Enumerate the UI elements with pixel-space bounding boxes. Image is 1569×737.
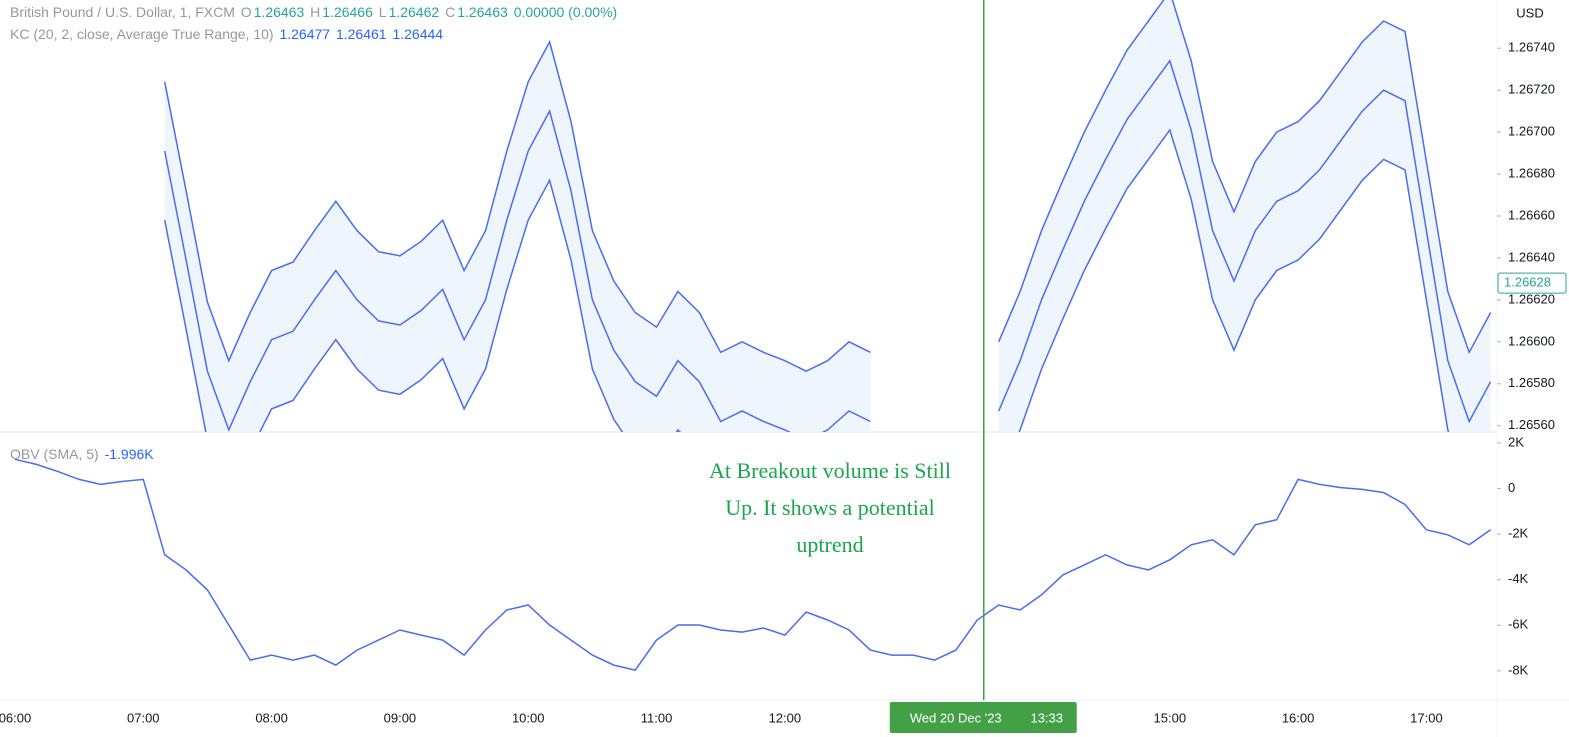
obv-title: OBV (SMA, 5) <box>10 446 99 462</box>
symbol-header: British Pound / U.S. Dollar, 1, FXCM O 1.… <box>10 4 619 20</box>
y-tick-label: 1.26720 <box>1508 82 1555 97</box>
x-tick-label: 06:00 <box>0 710 31 725</box>
kc-title: KC (20, 2, close, Average True Range, 10… <box>10 26 274 42</box>
change: 0.00000 (0.00%) <box>513 4 618 20</box>
x-tick-label: 07:00 <box>127 710 160 725</box>
x-tick-label: 11:00 <box>641 710 673 725</box>
x-tick-label: 16:00 <box>1282 710 1315 725</box>
y-tick-label: 1.26640 <box>1508 249 1555 264</box>
y-tick-label: -8K <box>1508 662 1529 677</box>
y-tick-label: -4K <box>1508 571 1529 586</box>
x-tick-label: 08:00 <box>255 710 288 725</box>
kc-value: 1.26461 <box>335 26 387 42</box>
x-tick-label: 09:00 <box>384 710 417 725</box>
series-line <box>163 59 1492 432</box>
crosshair-label-box <box>889 702 1077 733</box>
o-label: O <box>240 4 252 20</box>
y-tick-label: 1.26740 <box>1508 40 1555 55</box>
crosshair-date: Wed 20 Dec '23 <box>910 710 1002 725</box>
x-tick-label: 17:00 <box>1410 710 1443 725</box>
price-tag-label: 1.26628 <box>1504 275 1551 290</box>
h-label: H <box>310 4 321 20</box>
plot-area <box>163 0 1492 432</box>
symbol: British Pound / U.S. Dollar, 1, FXCM <box>10 4 235 20</box>
kc-value: 1.26477 <box>279 26 331 42</box>
y-tick-label: 0 <box>1508 480 1515 495</box>
high: 1.26466 <box>322 4 373 20</box>
l-label: L <box>378 4 387 20</box>
y-tick-label: 1.26620 <box>1508 291 1555 306</box>
price-tag <box>1497 272 1567 294</box>
y-tick-label: 1.26580 <box>1508 375 1555 390</box>
open: 1.26463 <box>253 4 305 20</box>
obv-legend: OBV (SMA, 5) -1.996K <box>10 446 156 462</box>
obv-value: -1.996K <box>104 446 154 462</box>
y-tick-label: 1.26680 <box>1508 165 1555 180</box>
x-tick-label: 10:00 <box>512 710 545 725</box>
series-line <box>163 0 1492 373</box>
kc-legend: KC (20, 2, close, Average True Range, 10… <box>10 26 445 42</box>
low: 1.26462 <box>388 4 440 20</box>
y-tick-label: 1.26660 <box>1508 207 1555 222</box>
plot-area <box>14 458 1492 671</box>
close: 1.26463 <box>457 4 508 20</box>
channel-fill <box>998 0 1491 432</box>
currency: USD <box>1516 5 1543 20</box>
y-tick-label: -2K <box>1508 526 1529 541</box>
y-tick-label: 2K <box>1508 434 1524 449</box>
channel-fill <box>164 41 871 432</box>
x-tick-label: 15:00 <box>1154 710 1187 725</box>
x-tick-label: 12:00 <box>769 710 802 725</box>
y-tick-label: 1.26600 <box>1508 333 1555 348</box>
y-tick-label: 1.26560 <box>1508 417 1555 432</box>
kc-value: 1.26444 <box>392 26 444 42</box>
annotation: At Breakout volume is Still Up. It shows… <box>709 458 951 557</box>
c-label: C <box>445 4 456 20</box>
y-tick-label: 1.26700 <box>1508 124 1555 139</box>
crosshair-time: 13:33 <box>1030 710 1063 725</box>
y-tick-label: -6K <box>1508 617 1529 632</box>
series-line <box>163 128 1450 432</box>
series-line <box>14 458 1492 671</box>
